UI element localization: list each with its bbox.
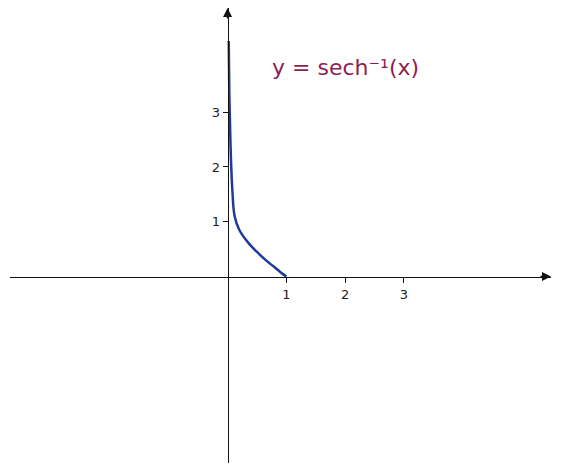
svg-text:1: 1 [212, 214, 220, 229]
svg-text:3: 3 [400, 287, 408, 302]
svg-text:y = sech⁻¹(x): y = sech⁻¹(x) [272, 55, 419, 80]
svg-text:2: 2 [341, 287, 349, 302]
svg-text:2: 2 [212, 160, 220, 175]
svg-text:3: 3 [212, 105, 220, 120]
svg-text:1: 1 [282, 287, 290, 302]
